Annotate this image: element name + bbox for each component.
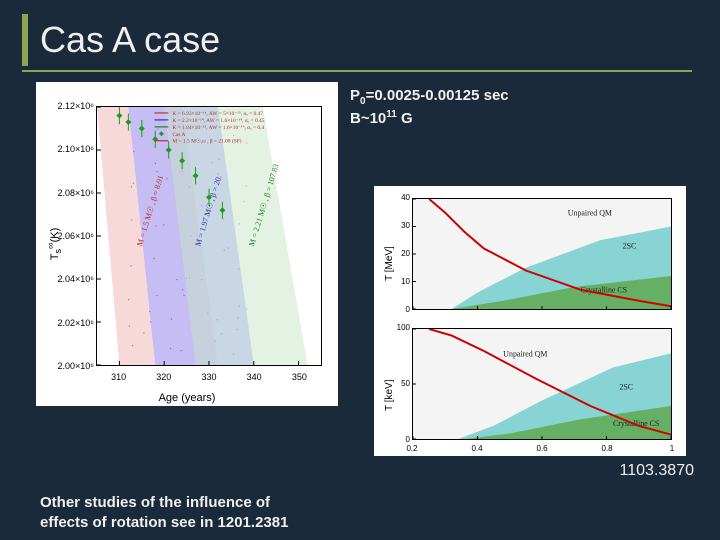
ytick-label: 40 [396, 193, 410, 202]
svg-text:Cas A: Cas A [172, 132, 185, 138]
xtick-label: 0.6 [536, 444, 547, 453]
ytick-label: 10 [396, 277, 410, 286]
ytick-label: 2.04×10⁶ [24, 274, 94, 284]
phase-panel-top: Unpaired QM 2SC Crystalline CS [412, 198, 672, 310]
xtick-label: 0.8 [601, 444, 612, 453]
title-underline [22, 70, 692, 72]
ytick-label: 0 [396, 305, 410, 314]
svg-text:Crystalline CS: Crystalline CS [613, 419, 659, 428]
svg-text:M = 1.5 M☉,ω , β = 21.08 (SF): M = 1.5 M☉,ω , β = 21.08 (SF) [172, 138, 241, 145]
title-accent-bar [22, 14, 28, 66]
svg-text:Crystalline CS: Crystalline CS [581, 286, 627, 295]
svg-text:K = 1.84×10⁻¹³, AW = 1.6×10⁻¹⁴: K = 1.84×10⁻¹³, AW = 1.6×10⁻¹⁴, αₐ = 0.4 [172, 125, 264, 131]
xtick-label: 340 [247, 372, 262, 382]
svg-text:2SC: 2SC [623, 242, 637, 251]
ytick-label: 2.10×10⁶ [24, 144, 94, 154]
svg-text:2SC: 2SC [619, 383, 633, 392]
param-line-2: B~1011 G [350, 108, 509, 129]
right-top-ylabel: T [MeV] [384, 246, 395, 281]
page-title: Cas A case [40, 19, 220, 61]
right-bottom-ylabel: T [keV] [384, 380, 395, 412]
ytick-label: 20 [396, 249, 410, 258]
svg-text:K = 6.93×10⁻¹⁴, AW = 5×10⁻¹⁵,: K = 6.93×10⁻¹⁴, AW = 5×10⁻¹⁵, αₐ = 0.47 [172, 111, 263, 117]
svg-text:Unpaired QM: Unpaired QM [503, 350, 547, 359]
svg-text:K = 2.2×10⁻¹⁴, AW = 1.6×10⁻¹⁴,: K = 2.2×10⁻¹⁴, AW = 1.6×10⁻¹⁴, αₐ = 0.45 [172, 118, 264, 124]
ytick-label: 2.08×10⁶ [24, 188, 94, 198]
param-line-1: P0=0.0025-0.00125 sec [350, 86, 509, 108]
parameters-text: P0=0.0025-0.00125 sec B~1011 G [350, 86, 509, 129]
ytick-label: 2.02×10⁶ [24, 318, 94, 328]
left-chart-xlabel: Age (years) [159, 392, 216, 404]
left-chart-plot-area: M = 1.5 M☉ , β = 8.91M = 1.97 M☉ , β = 2… [96, 106, 322, 366]
ytick-label: 2.12×10⁶ [24, 101, 94, 111]
xtick-label: 350 [292, 372, 307, 382]
xtick-label: 310 [111, 372, 126, 382]
xtick-label: 0.4 [471, 444, 482, 453]
ytick-label: 100 [396, 323, 410, 332]
phase-diagram-chart: Unpaired QM 2SC Crystalline CS Unpaired QM… [374, 186, 686, 456]
reference-number: 1103.3870 [620, 462, 694, 480]
phase-panel-bottom: Unpaired QM 2SC Crystalline CS [412, 328, 672, 440]
ytick-label: 0 [396, 435, 410, 444]
xtick-label: 320 [156, 372, 171, 382]
footnote-text: Other studies of the influence of effect… [40, 493, 320, 532]
cooling-chart: Ts∞(K) M = 1.5 M☉ , β = 8.91M = 1.97 M☉ … [36, 82, 338, 406]
xtick-label: 1 [670, 444, 674, 453]
ytick-label: 30 [396, 221, 410, 230]
ytick-label: 2.06×10⁶ [24, 231, 94, 241]
svg-text:Unpaired QM: Unpaired QM [568, 209, 612, 218]
title-block: Cas A case [22, 14, 220, 66]
ytick-label: 50 [396, 379, 410, 388]
xtick-label: 330 [201, 372, 216, 382]
ytick-label: 2.00×10⁶ [24, 361, 94, 371]
xtick-label: 0.2 [406, 444, 417, 453]
